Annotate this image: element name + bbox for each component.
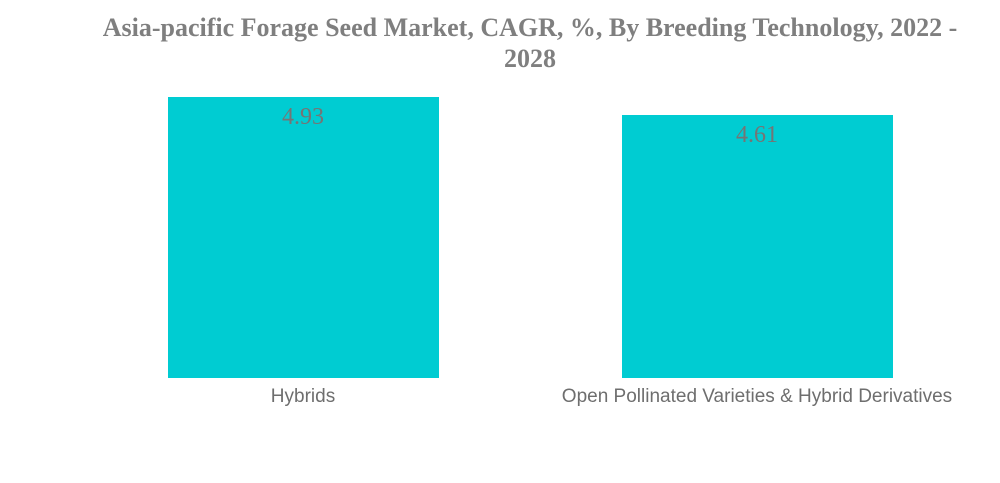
bar-open-pollinated[interactable]: 4.61 (622, 115, 893, 378)
category-axis: Hybrids Open Pollinated Varieties & Hybr… (76, 385, 984, 409)
category-label-hybrids: Hybrids (76, 385, 530, 409)
chart-title: Asia-pacific Forage Seed Market, CAGR, %… (60, 12, 1000, 74)
bar-slot-open-pollinated: 4.61 (530, 97, 984, 378)
bar-value-label-open-pollinated: 4.61 (622, 115, 893, 149)
category-label-open-pollinated: Open Pollinated Varieties & Hybrid Deriv… (530, 385, 984, 409)
bar-value-label-hybrids: 4.93 (168, 97, 439, 131)
bar-slot-hybrids: 4.93 (76, 97, 530, 378)
bar-hybrids[interactable]: 4.93 (168, 97, 439, 378)
chart-canvas: Asia-pacific Forage Seed Market, CAGR, %… (0, 0, 1000, 483)
plot-area: 4.93 4.61 (76, 97, 984, 378)
